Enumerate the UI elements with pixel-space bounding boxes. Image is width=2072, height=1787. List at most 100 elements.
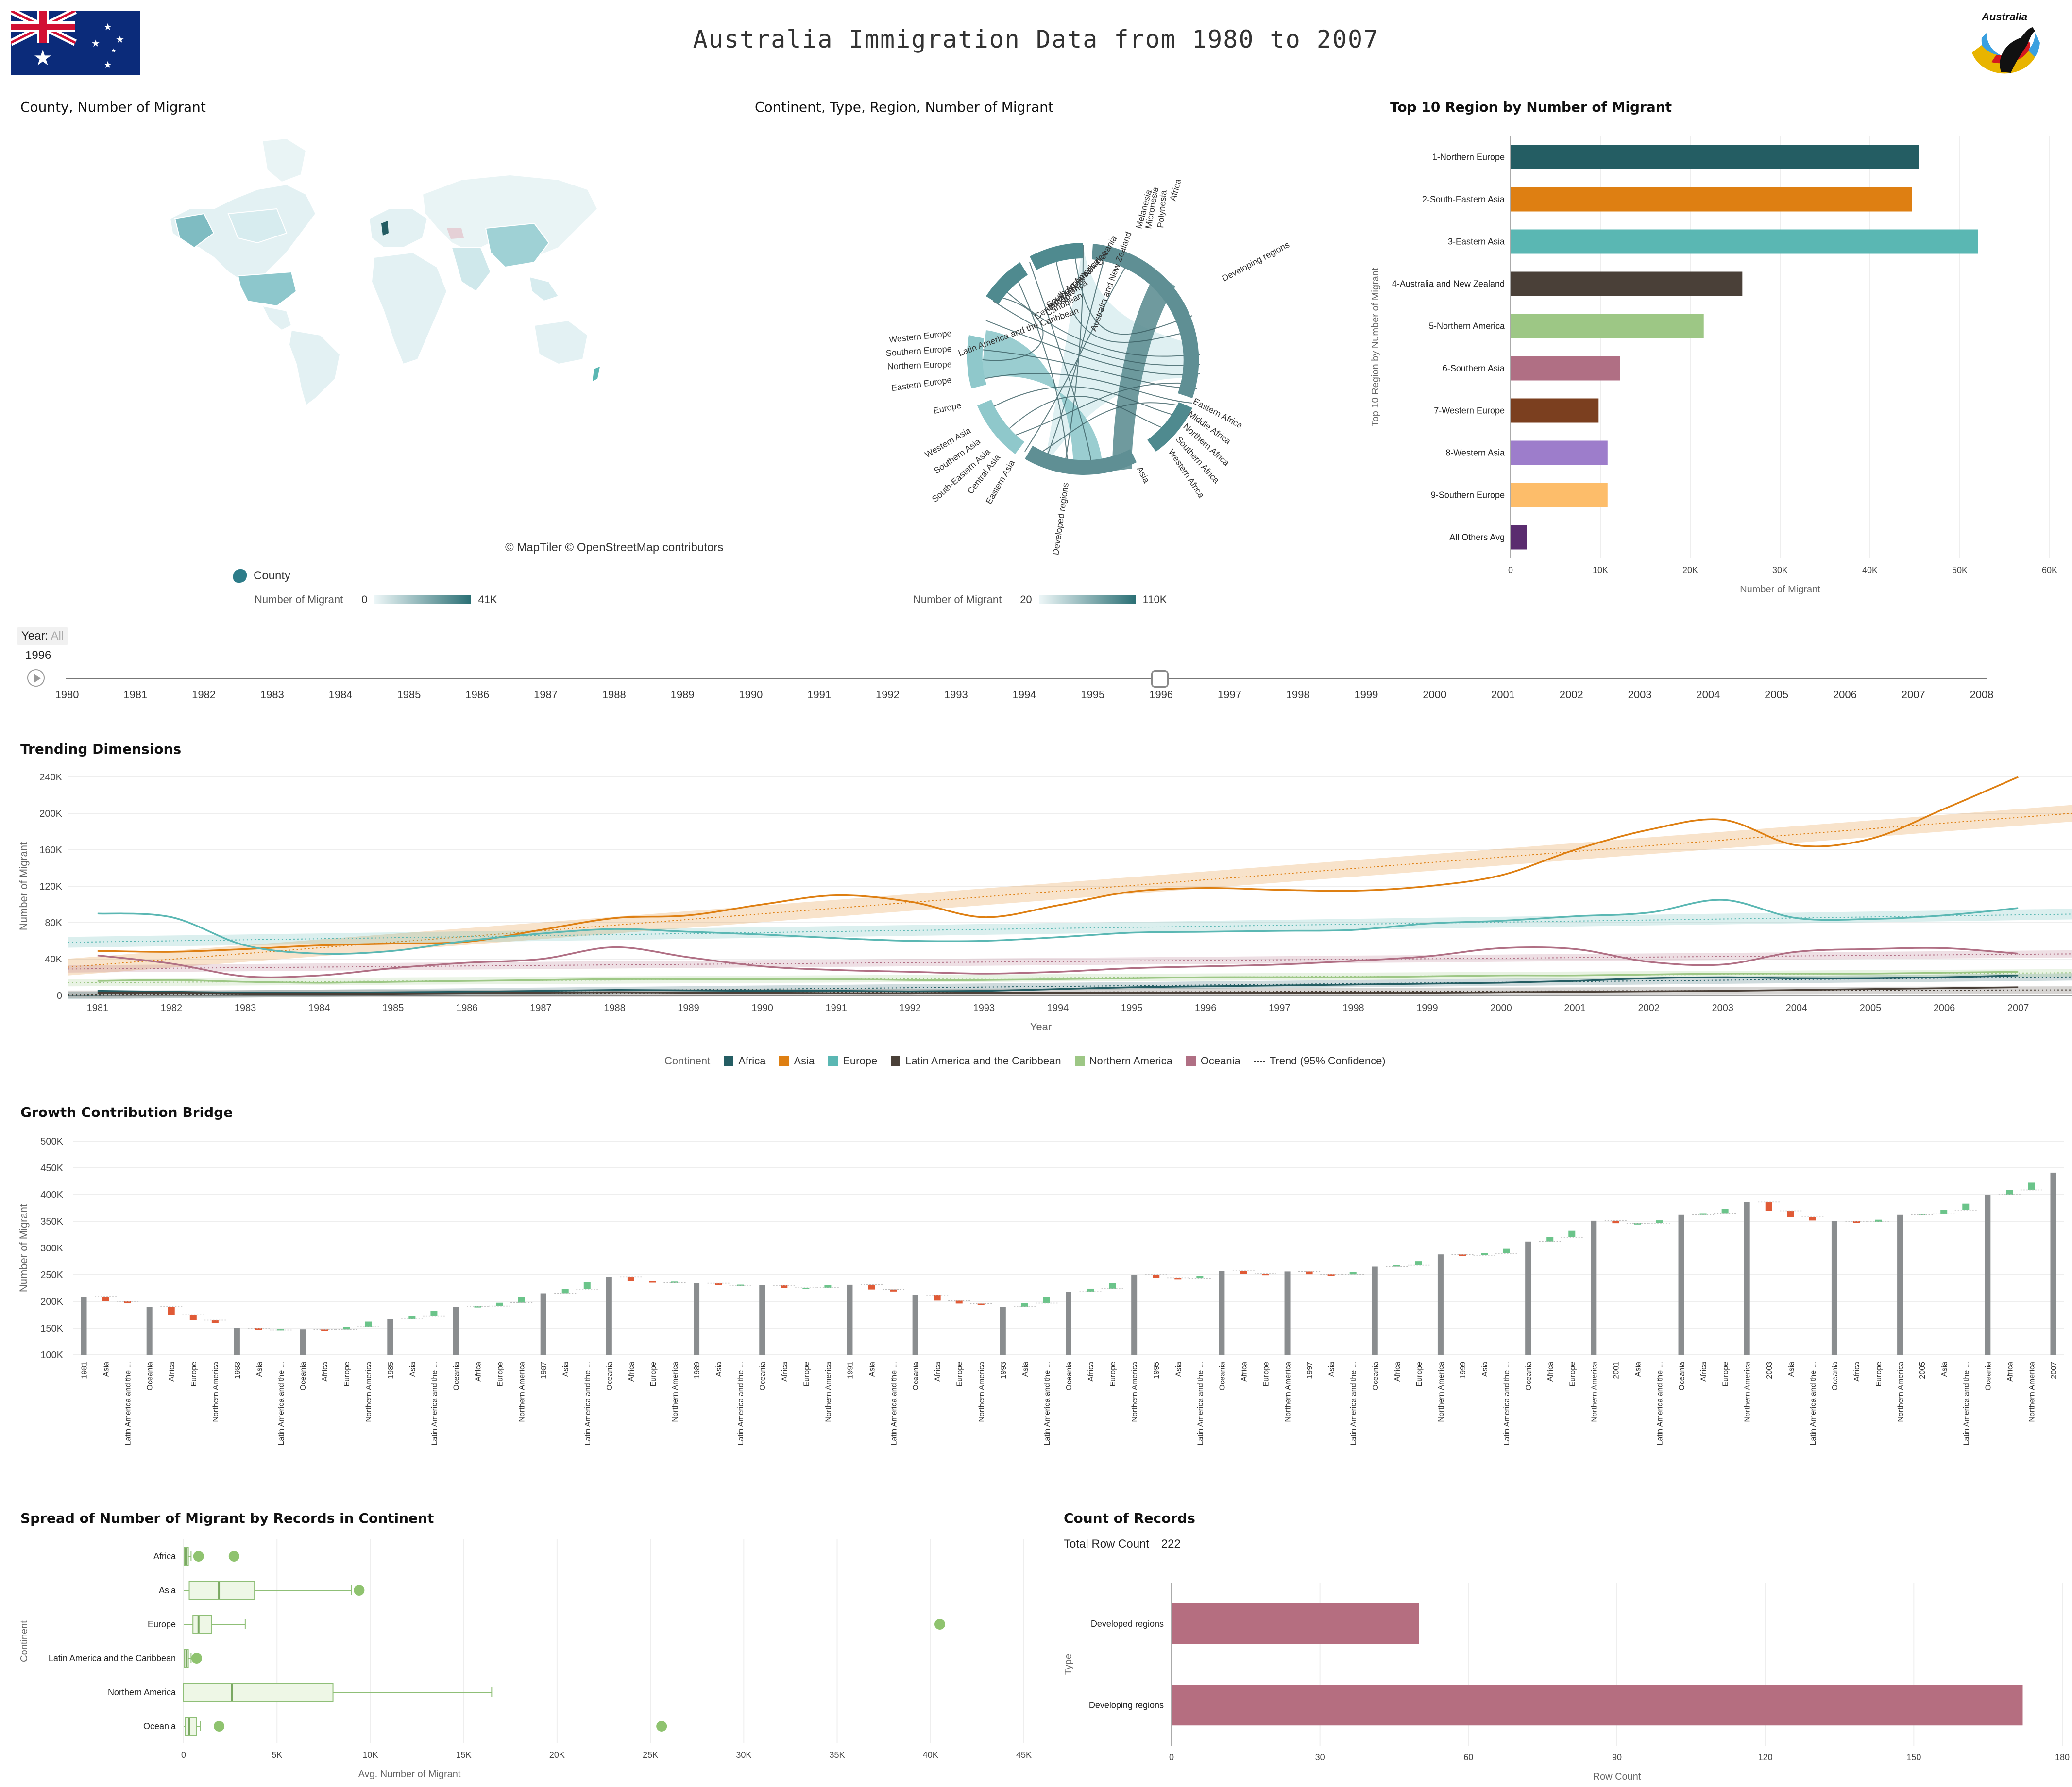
year-slider-track[interactable] [66, 678, 1987, 679]
count-chart-svg[interactable]: 0 30 60 90 120 150 180 Row Count Type Developed r… [1044, 1564, 2072, 1783]
chord-diagram[interactable]: Developing regions Africa Polynesia Micr… [777, 117, 1311, 573]
y-tick-label: 40K [45, 954, 62, 965]
bridge-total-bar [1131, 1275, 1138, 1355]
top10-chart-svg[interactable]: 0 10K 20K 30K 40K 50K 60K 1-Northern Europe 2-So… [1365, 131, 2064, 612]
trend-chart-svg[interactable]: 240K 200K 160K 120K 80K 40K 0 1981 1982 1983 1984 1… [0, 767, 2072, 1039]
bridge-category-label: Asia [408, 1362, 417, 1377]
year-tick-label: 2007 [1902, 689, 1925, 701]
bridge-delta-bar [496, 1302, 503, 1306]
top10-category-label: 3-Eastern Asia [1448, 237, 1505, 247]
year-tick-label: 1980 [55, 689, 79, 701]
bridge-category-label: 1981 [81, 1362, 89, 1379]
y-axis-title: Continent [19, 1620, 30, 1662]
legend-label-namerica: Northern America [1089, 1055, 1172, 1067]
year-slider-handle[interactable] [1151, 670, 1169, 688]
x-tick-label: 1994 [1047, 1003, 1069, 1013]
chord-label: Western Europe [888, 328, 952, 344]
spread-panel-title: Spread of Number of Migrant by Records i… [20, 1510, 434, 1526]
x-tick-label: 1992 [900, 1003, 921, 1013]
bridge-category-label: Latin America and the ... [1503, 1362, 1511, 1446]
x-tick-label: 5K [272, 1750, 282, 1760]
bridge-category-label: Latin America and the ... [277, 1362, 286, 1446]
bridge-total-bar [81, 1297, 87, 1355]
bridge-total-bar [1591, 1220, 1597, 1355]
year-slider-ticks: 1980 1981 1982 1983 1984 1985 1986 1987 1988 1989… [0, 685, 2072, 709]
bridge-category-label: Northern America [365, 1362, 373, 1422]
slider-ticks-svg: 1980 1981 1982 1983 1984 1985 1986 1987 1988 1989… [55, 689, 1994, 701]
y-axis-title: Number of Migrant [17, 1204, 30, 1292]
chord-label: Asia [1135, 465, 1152, 485]
top10-category-label: 4-Australia and New Zealand [1392, 279, 1505, 289]
bridge-category-label: Latin America and the ... [1809, 1362, 1817, 1446]
bridge-category-label: Northern America [1131, 1362, 1139, 1422]
bridge-category-label: Northern America [518, 1362, 526, 1422]
chord-panel-title: Continent, Type, Region, Number of Migra… [755, 99, 1053, 115]
x-tick-label: 1988 [604, 1003, 626, 1013]
bridge-delta-bar [189, 1315, 197, 1320]
trend-chart[interactable]: 240K 200K 160K 120K 80K 40K 0 1981 1982 1983 1984 1… [0, 767, 2072, 1039]
bridge-delta-bar [955, 1300, 963, 1304]
map-attribution[interactable]: © MapTiler © OpenStreetMap contributors [505, 541, 724, 554]
count-chart[interactable]: 0 30 60 90 120 150 180 Row Count Type Developed r… [1044, 1564, 2072, 1783]
bridge-chart[interactable]: 500K 450K 400K 350K 300K 250K 200K 150K 100K Numb… [0, 1127, 2072, 1476]
bridge-delta-bar [1021, 1303, 1028, 1307]
bridge-category-label: Oceania [606, 1362, 614, 1391]
bridge-delta-bar [1087, 1288, 1094, 1292]
y-tick-label: 160K [39, 845, 62, 856]
chord-label: Developed regions [1051, 482, 1070, 556]
spread-chart-svg[interactable]: 0 5K 10K 15K 20K 25K 30K 35K 40K 45K Avg. Number o… [0, 1534, 1044, 1782]
bridge-category-label: Northern America [671, 1362, 679, 1422]
bridge-delta-bar [1656, 1220, 1663, 1223]
top10-bar [1511, 398, 1599, 423]
legend-swatch-oceania [1186, 1056, 1196, 1066]
bridge-delta-bar [1852, 1221, 1860, 1223]
bridge-category-label: Africa [1240, 1362, 1248, 1382]
spread-chart[interactable]: 0 5K 10K 15K 20K 25K 30K 35K 40K 45K Avg. Number o… [0, 1534, 1044, 1787]
world-map[interactable] [160, 136, 612, 408]
bridge-category-label: Asia [1328, 1362, 1336, 1377]
bridge-total-bar [540, 1293, 546, 1355]
y-tick-label: 400K [40, 1190, 63, 1200]
chord-label: Europe [933, 400, 962, 416]
year-tick-label: 1996 [1149, 689, 1173, 701]
year-tick-label: 1998 [1286, 689, 1310, 701]
play-button[interactable] [27, 669, 45, 687]
bridge-total-bar [1372, 1266, 1378, 1355]
world-map-svg[interactable] [160, 136, 612, 408]
x-tick-label: 1986 [456, 1003, 478, 1013]
series-line [97, 776, 2019, 953]
top10-chart[interactable]: 0 10K 20K 30K 40K 50K 60K 1-Northern Europe 2-So… [1365, 131, 2064, 612]
bridge-delta-bar [671, 1281, 679, 1283]
year-tick-label: 1985 [397, 689, 421, 701]
top10-category-label: 7-Western Europe [1434, 406, 1505, 416]
top10-bar [1511, 229, 1978, 254]
box-outlier [193, 1551, 204, 1562]
y-tick-label: 200K [39, 809, 62, 819]
bridge-category-label: Europe [190, 1362, 198, 1387]
bridge-chart-svg[interactable]: 500K 450K 400K 350K 300K 250K 200K 150K 100K Numb… [0, 1127, 2072, 1476]
x-tick-label: 1984 [308, 1003, 330, 1013]
year-tick-label: 2006 [1833, 689, 1857, 701]
chord-diagram-svg[interactable]: Developing regions Africa Polynesia Micr… [777, 117, 1311, 573]
chord-color-legend: Number of Migrant 20 110K [913, 593, 1167, 606]
map-shape-legend: County [233, 569, 290, 583]
bridge-category-label: Latin America and the ... [1350, 1362, 1358, 1446]
year-tick-label: 1987 [534, 689, 558, 701]
top10-bar [1511, 314, 1704, 338]
bridge-total-bar [694, 1283, 700, 1355]
bridge-category-label: Africa [628, 1362, 636, 1382]
bridge-category-label: Africa [1853, 1362, 1861, 1382]
year-tick-label: 1982 [192, 689, 216, 701]
bridge-category-label: Northern America [1437, 1362, 1445, 1422]
bridge-category-label: Oceania [299, 1362, 307, 1391]
bridge-total-bar [759, 1285, 765, 1355]
total-row-count-label: Total Row Count [1064, 1537, 1150, 1551]
year-tick-label: 2000 [1423, 689, 1446, 701]
bridge-category-label: 2001 [1612, 1362, 1620, 1379]
x-tick-label: 1996 [1195, 1003, 1217, 1013]
svg-text:★: ★ [116, 34, 124, 45]
year-tick-label: 1994 [1013, 689, 1036, 701]
legend-swatch-namerica [1074, 1056, 1085, 1066]
box-outlier [228, 1551, 239, 1562]
bridge-category-label: 1995 [1153, 1362, 1161, 1379]
